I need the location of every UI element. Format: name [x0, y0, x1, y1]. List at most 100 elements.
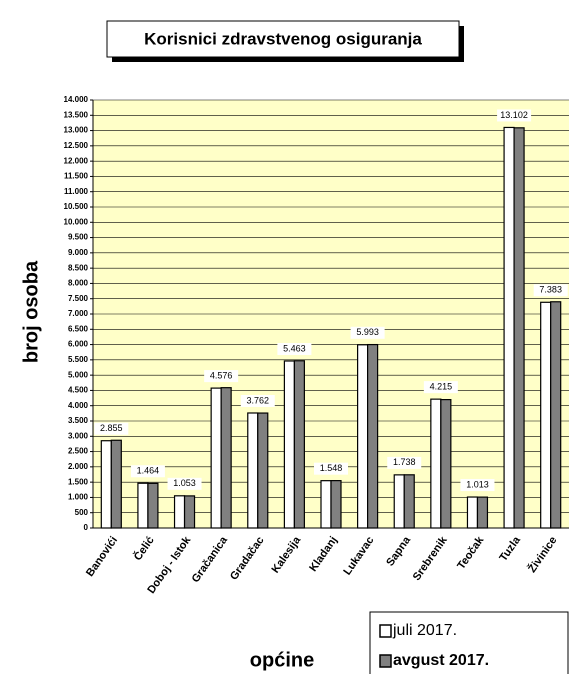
value-label: 1.013	[466, 479, 489, 489]
value-label: 1.053	[173, 478, 196, 488]
y-tick-label: 6.500	[68, 324, 89, 333]
legend-label: avgust 2017.	[393, 652, 489, 669]
y-tick-label: 1.500	[68, 477, 89, 486]
x-tick-label: Gradačac	[228, 535, 267, 583]
bar	[466, 496, 479, 529]
bar	[550, 301, 562, 529]
bar	[210, 387, 222, 529]
x-tick-label: Kalesija	[270, 534, 304, 576]
value-label-bg	[533, 284, 568, 297]
x-tick-label: Čelić	[131, 534, 157, 563]
y-tick-label: 9.500	[68, 233, 89, 242]
bar	[283, 360, 295, 529]
value-label-bg	[387, 456, 422, 469]
x-tick-label: Kladanj	[307, 535, 340, 574]
value-label-bg	[130, 465, 165, 478]
y-axis-label: broj osoba	[20, 260, 42, 363]
y-tick-label: 8.000	[68, 279, 89, 288]
value-label-bg	[350, 326, 385, 339]
legend-swatch	[379, 624, 392, 638]
value-label: 1.548	[320, 463, 343, 473]
bar	[430, 398, 442, 529]
legend	[369, 611, 569, 677]
y-tick-label: 11.000	[64, 187, 89, 196]
x-tick-label: Teočak	[455, 534, 487, 572]
y-tick-label: 1.000	[68, 493, 89, 502]
y-tick-label: 14.000	[64, 95, 89, 104]
bar	[293, 360, 305, 529]
y-tick-label: 10.500	[64, 202, 89, 211]
x-tick-label: Živinice	[525, 534, 559, 575]
value-label-bg	[94, 422, 129, 435]
value-label: 5.993	[356, 327, 379, 337]
legend-label: juli 2017.	[392, 622, 457, 639]
y-tick-label: 12.500	[64, 141, 89, 150]
bar	[476, 496, 489, 529]
value-label: 13.102	[500, 110, 528, 120]
y-tick-label: 4.500	[68, 386, 89, 395]
y-tick-label: 10.000	[64, 217, 89, 226]
value-label: 1.464	[137, 466, 160, 476]
bar	[403, 474, 415, 529]
value-label-bg	[497, 109, 532, 122]
value-label-bg	[277, 342, 312, 355]
bar	[257, 412, 269, 529]
x-tick-label: Gračanica	[190, 534, 231, 585]
x-tick-label: Banovići	[84, 535, 120, 579]
title-box	[106, 20, 460, 58]
bar	[220, 387, 232, 529]
value-label-bg	[460, 479, 495, 492]
bar	[367, 343, 379, 529]
bar	[330, 480, 342, 529]
x-tick-label: Srebrenik	[411, 534, 450, 583]
y-tick-label: 4.000	[68, 401, 89, 410]
bar	[183, 495, 196, 529]
value-label-bg	[240, 394, 275, 407]
value-label: 4.215	[430, 382, 453, 392]
y-tick-label: 2.500	[68, 447, 89, 456]
y-tick-label: 9.000	[68, 248, 89, 257]
value-label: 2.855	[100, 423, 123, 433]
bar	[513, 127, 525, 529]
y-tick-label: 12.000	[64, 156, 89, 165]
y-tick-label: 5.000	[68, 370, 89, 379]
y-tick-label: 7.500	[68, 294, 89, 303]
bar	[440, 399, 452, 529]
y-tick-label: 0	[84, 523, 89, 532]
bar	[540, 301, 552, 529]
bar	[147, 482, 159, 529]
y-tick-label: 8.500	[68, 263, 89, 272]
bar	[393, 474, 405, 529]
y-tick-label: 6.000	[68, 340, 89, 349]
bar	[247, 412, 259, 529]
value-label: 7.383	[539, 285, 562, 295]
x-tick-label: Lukavac	[341, 535, 376, 578]
y-tick-label: 13.500	[64, 110, 89, 119]
y-tick-label: 500	[75, 508, 89, 517]
y-tick-label: 3.500	[68, 416, 89, 425]
bar	[137, 482, 149, 529]
bar	[110, 439, 122, 529]
value-label: 5.463	[283, 343, 306, 353]
y-tick-label: 2.000	[68, 462, 89, 471]
bar	[320, 480, 332, 529]
value-label: 1.738	[393, 457, 416, 467]
value-label: 4.576	[210, 370, 233, 380]
value-label-bg	[204, 370, 239, 383]
bar	[173, 495, 186, 529]
bar	[357, 344, 369, 529]
y-tick-label: 7.000	[68, 309, 89, 318]
value-label: 3.762	[247, 395, 270, 405]
y-tick-label: 11.500	[64, 172, 89, 181]
bar	[100, 440, 112, 529]
y-tick-label: 3.000	[68, 431, 89, 440]
value-label-bg	[423, 381, 458, 394]
value-label-bg	[167, 477, 202, 490]
x-tick-label: Sapna	[384, 534, 413, 569]
y-tick-label: 13.000	[64, 126, 89, 135]
chart-title: Korisnici zdravstvenog osiguranja	[144, 29, 422, 48]
value-label-bg	[314, 462, 348, 475]
legend-swatch	[379, 654, 392, 668]
x-axis-label: općine	[250, 649, 314, 671]
